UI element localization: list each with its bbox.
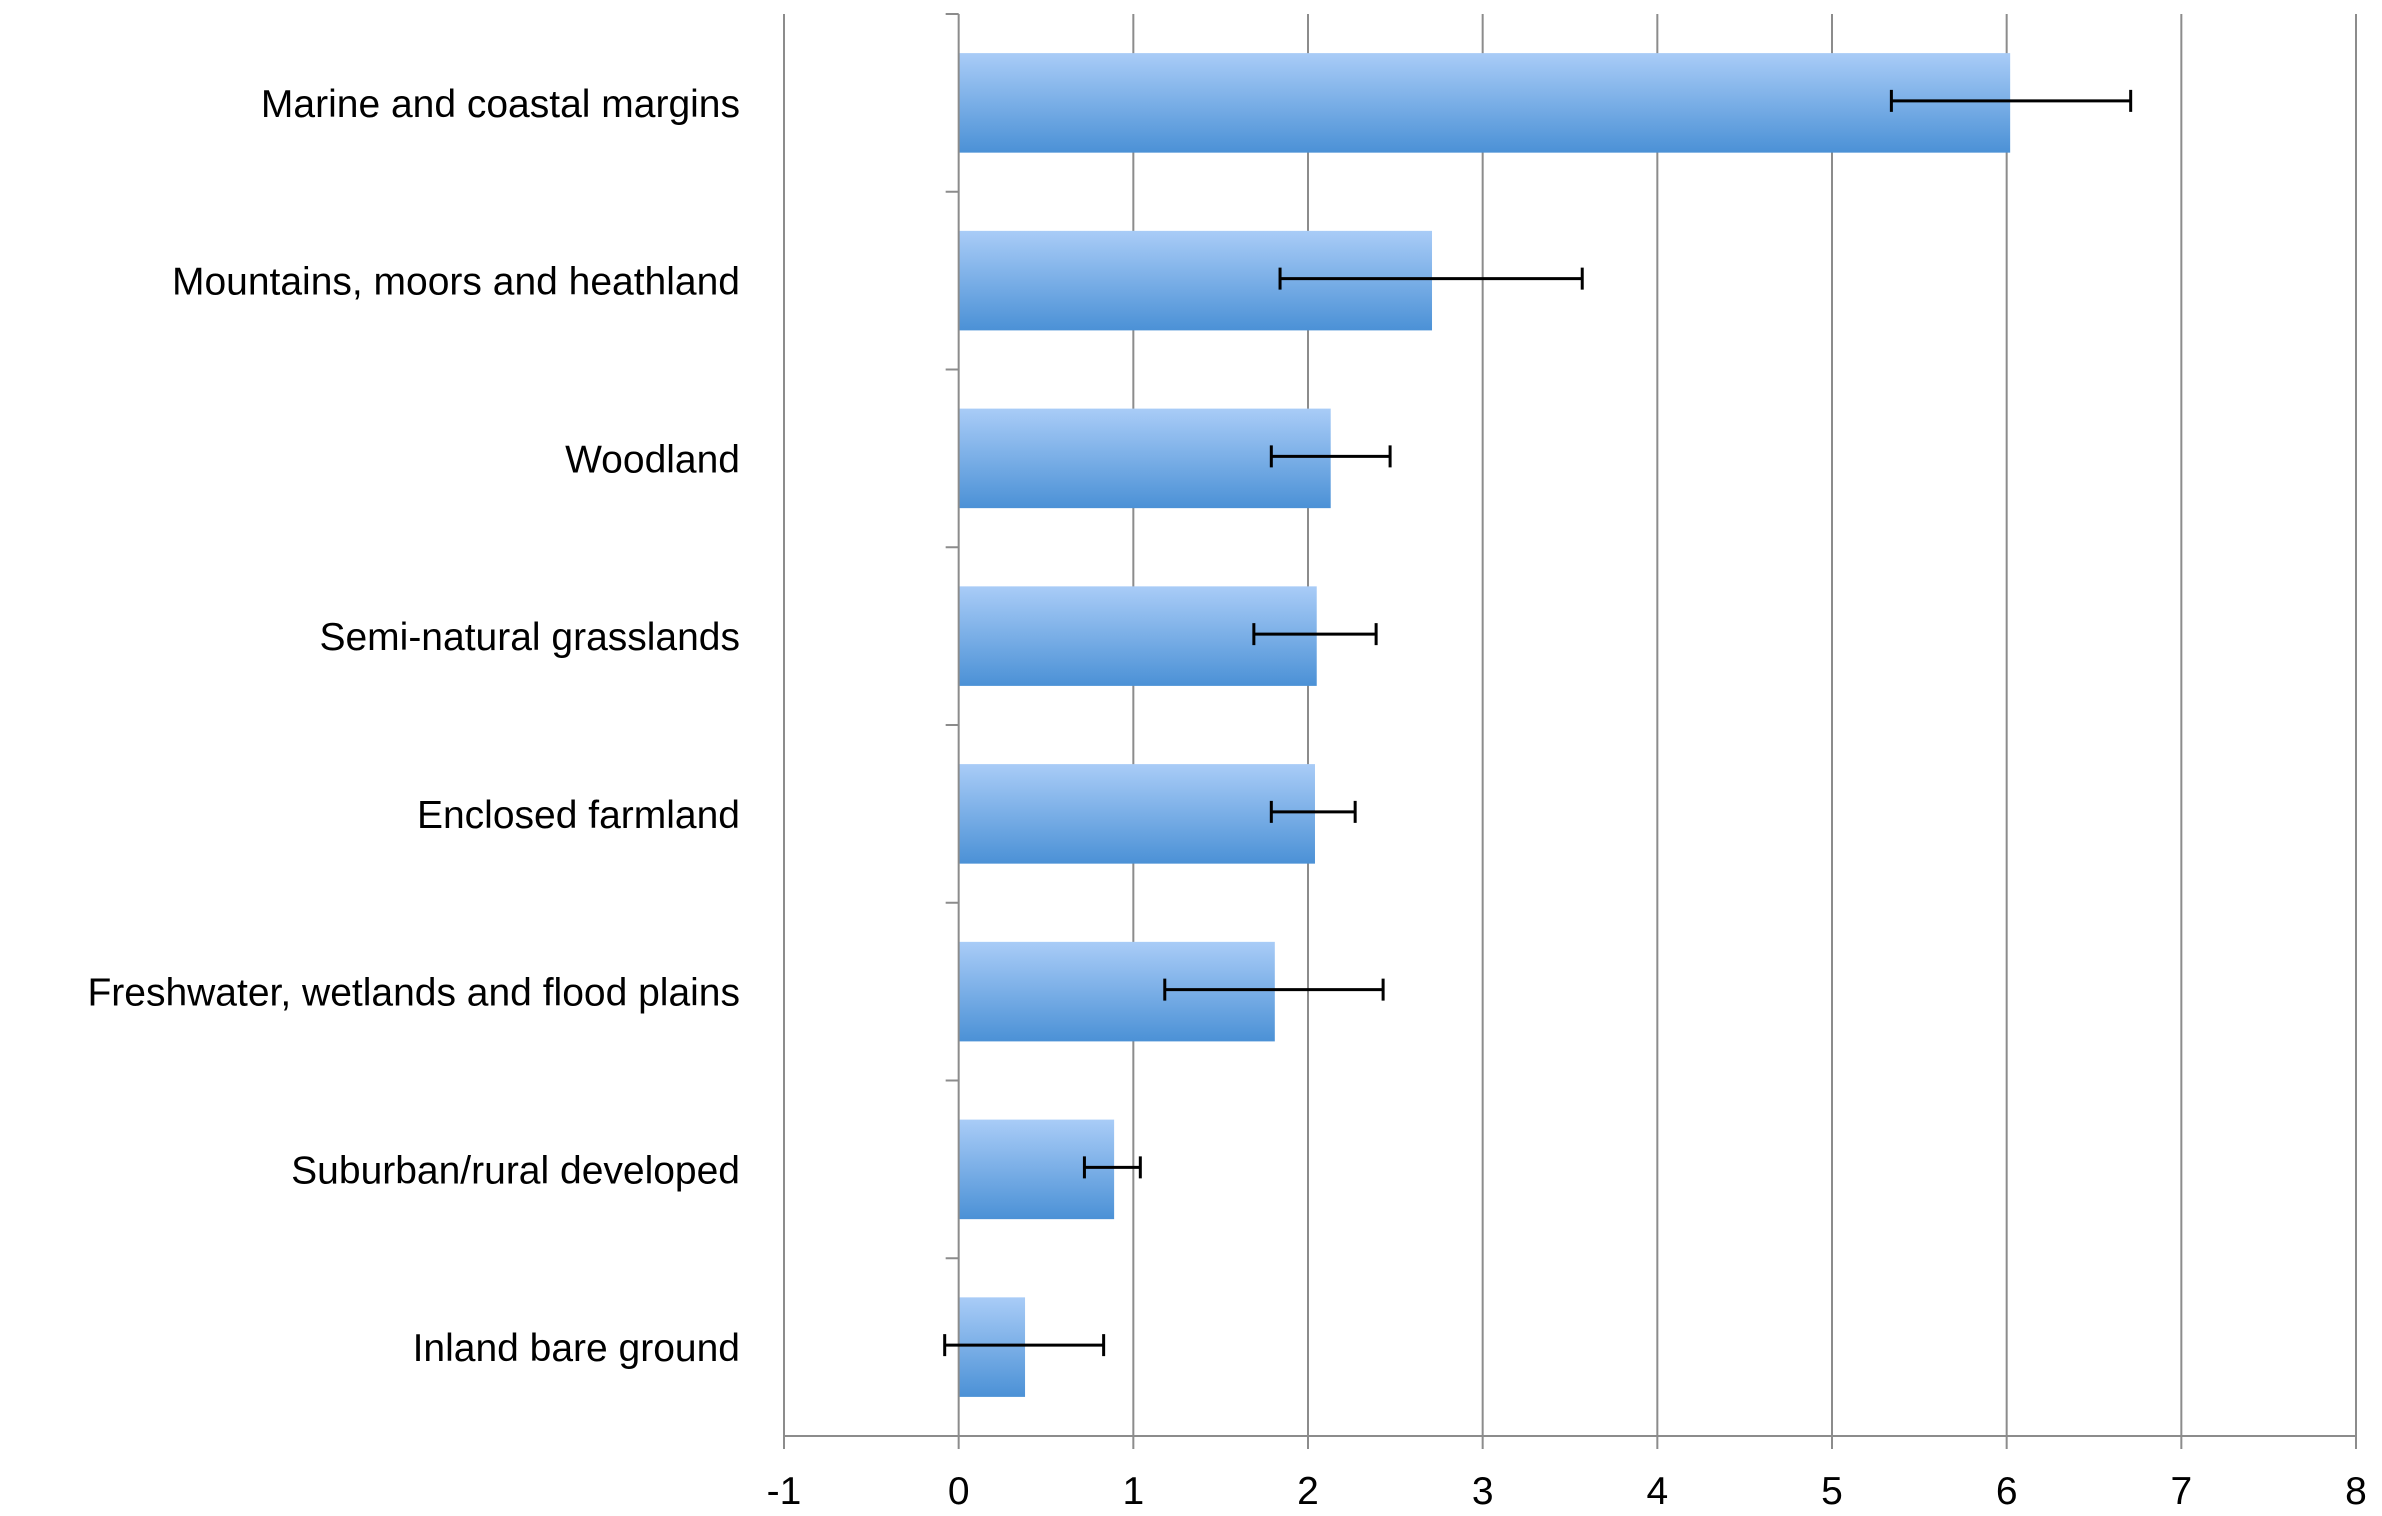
bar bbox=[958, 408, 1331, 509]
gridlines bbox=[783, 14, 2357, 1436]
bar bbox=[958, 1119, 1115, 1220]
category-label: Semi-natural grasslands bbox=[319, 616, 740, 659]
bars bbox=[958, 53, 2011, 1397]
category-label: Inland bare ground bbox=[413, 1327, 740, 1370]
x-tick-label: 2 bbox=[1297, 1470, 1319, 1511]
axes bbox=[783, 13, 2357, 1449]
category-label: Woodland bbox=[565, 438, 740, 481]
x-tick-label: 4 bbox=[1646, 1470, 1668, 1511]
category-label: Mountains, moors and heathland bbox=[172, 261, 740, 304]
labels: -1 0 1 2 3 4 5 6 7 8 Marine and coastal margins Mou… bbox=[87, 83, 2367, 1513]
bar bbox=[958, 53, 2011, 153]
bar bbox=[958, 1297, 1026, 1397]
x-tick-label: 8 bbox=[2345, 1470, 2367, 1511]
bar bbox=[958, 586, 1317, 686]
category-label: Suburban/rural developed bbox=[291, 1149, 740, 1192]
bar bbox=[958, 764, 1315, 864]
bar bbox=[958, 941, 1275, 1042]
error-bars bbox=[943, 89, 2133, 1357]
x-tick-label: 3 bbox=[1472, 1470, 1494, 1511]
bar bbox=[958, 230, 1433, 331]
x-tick-label: 6 bbox=[1996, 1470, 2018, 1511]
category-label: Enclosed farmland bbox=[417, 794, 740, 837]
category-label: Freshwater, wetlands and flood plains bbox=[87, 972, 740, 1015]
category-label: Marine and coastal margins bbox=[261, 83, 740, 126]
x-tick-label: -1 bbox=[767, 1470, 802, 1511]
x-tick-label: 0 bbox=[948, 1470, 970, 1511]
x-tick-label: 7 bbox=[2170, 1470, 2192, 1511]
x-tick-label: 5 bbox=[1821, 1470, 1843, 1511]
x-tick-label: 1 bbox=[1122, 1470, 1144, 1511]
